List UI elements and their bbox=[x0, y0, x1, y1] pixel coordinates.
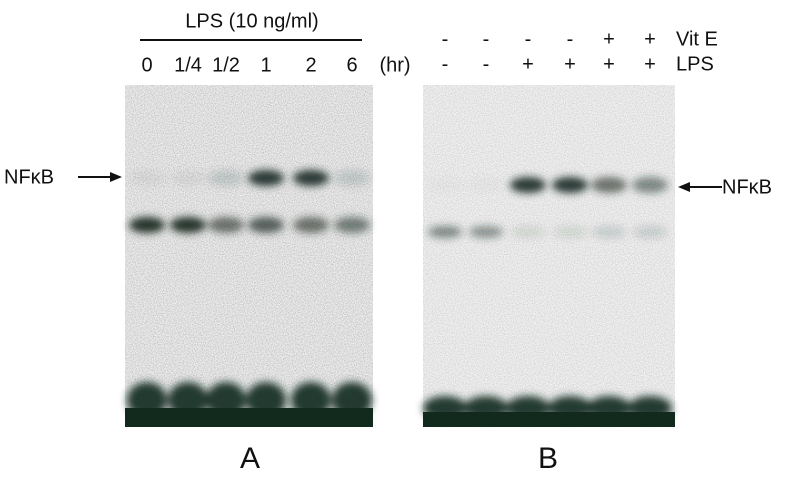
panel-a-header: LPS (10 ng/ml) bbox=[185, 10, 318, 32]
gel-band bbox=[170, 217, 206, 233]
lane-sign: + bbox=[644, 28, 656, 50]
marker-left: NFκB bbox=[4, 166, 54, 188]
gel-bottom bbox=[423, 412, 675, 427]
gel-band bbox=[591, 177, 627, 193]
gel-band bbox=[334, 217, 370, 233]
lane-sign: + bbox=[644, 53, 656, 75]
arrow-left-head bbox=[110, 172, 122, 182]
gel-band bbox=[248, 217, 284, 233]
panel-label: B bbox=[538, 442, 558, 475]
lane-label: 2 bbox=[305, 54, 316, 76]
marker-right: NFκB bbox=[722, 176, 772, 198]
gel-band bbox=[592, 226, 626, 238]
gel-band bbox=[208, 217, 244, 233]
lane-label: 6 bbox=[346, 54, 357, 76]
lane-sign: - bbox=[525, 28, 532, 50]
lane-sign: - bbox=[483, 28, 490, 50]
gel-band bbox=[170, 170, 206, 186]
gel-band bbox=[511, 226, 545, 238]
lane-sign: - bbox=[442, 28, 449, 50]
gel-band bbox=[633, 226, 667, 238]
lane-label: 1/4 bbox=[174, 54, 202, 76]
gel-band bbox=[427, 177, 463, 193]
row-name: LPS bbox=[676, 53, 714, 75]
panel-label: A bbox=[240, 442, 260, 475]
gel-band bbox=[552, 177, 588, 193]
lane-sign: - bbox=[567, 28, 574, 50]
gel-b-noise bbox=[423, 85, 675, 427]
gel-band bbox=[553, 226, 587, 238]
lane-sign: + bbox=[522, 53, 534, 75]
gel-band bbox=[248, 170, 284, 186]
gel-band bbox=[632, 177, 668, 193]
gel-band bbox=[468, 177, 504, 193]
lane-sign: + bbox=[603, 53, 615, 75]
lane-label: 0 bbox=[141, 54, 152, 76]
lane-sign: - bbox=[442, 53, 449, 75]
gel-band bbox=[334, 170, 370, 186]
lane-label: 1 bbox=[260, 54, 271, 76]
gel-images bbox=[125, 85, 675, 427]
gel-band bbox=[293, 170, 329, 186]
gel-band bbox=[129, 217, 165, 233]
gel-a-noise bbox=[125, 85, 373, 427]
gel-band bbox=[129, 170, 165, 186]
arrow-right-head bbox=[678, 182, 690, 192]
lane-label: 1/2 bbox=[212, 54, 240, 76]
gel-band bbox=[428, 226, 462, 238]
gel-band bbox=[293, 217, 329, 233]
gel-band bbox=[510, 177, 546, 193]
lane-sign: - bbox=[483, 53, 490, 75]
lane-sign: + bbox=[564, 53, 576, 75]
time-unit: (hr) bbox=[379, 54, 410, 76]
gel-bottom bbox=[125, 408, 373, 427]
row-name: Vit E bbox=[676, 28, 718, 50]
gel-band bbox=[208, 170, 244, 186]
gel-band bbox=[469, 226, 503, 238]
lane-sign: + bbox=[603, 28, 615, 50]
